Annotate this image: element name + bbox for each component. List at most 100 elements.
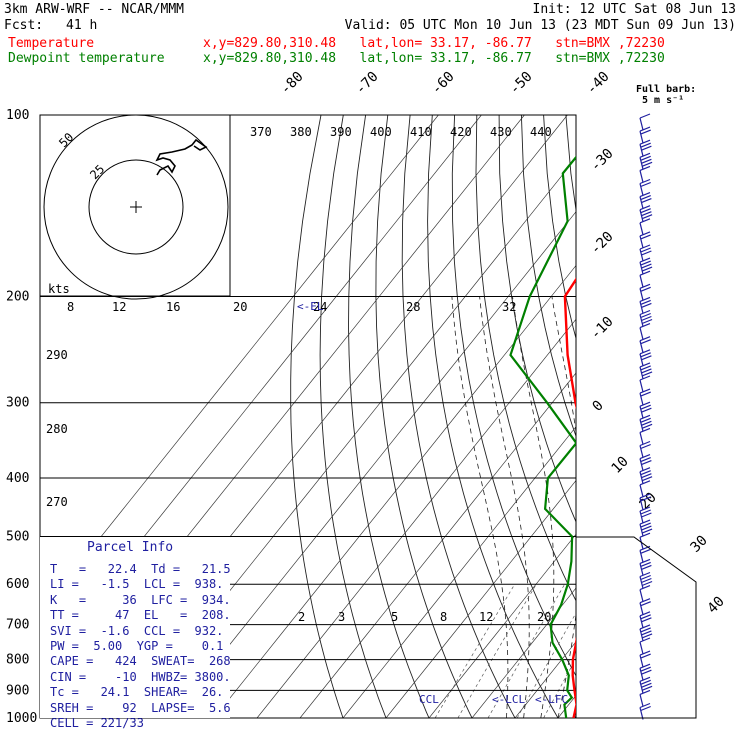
wind-barb [639,676,653,694]
temperature-legend: Temperature [8,36,95,51]
wind-barb-flag [640,457,651,463]
wind-barb-flag [640,142,651,148]
wind-barb-flag [639,165,651,171]
parcel-info-table: T = 22.4 Td = 21.5 LI = -1.5 LCL = 938. … [50,562,231,731]
forecast-label: Fcst: [4,18,44,33]
wind-barb-flag [640,666,651,672]
wind-barb-flag [640,627,651,633]
wind-barb-flag [641,528,653,534]
moist-adiabat-line [574,713,576,718]
temperature-tick-label: 30 [688,533,711,556]
isotherm-line [256,318,576,718]
wind-barb-staff [639,117,644,131]
wind-barb-flag [641,577,652,584]
wind-barb-staff [639,222,644,235]
theta-tick-label: 420 [450,125,472,139]
wind-barb-flag [639,650,651,656]
parcel-row: Tc = 24.1 SHEAR= 26. [50,685,224,700]
wind-barb-flag [641,214,653,220]
wind-barb-flag [641,198,652,204]
dry-adiabat-line [677,115,740,731]
wind-barb [639,519,653,537]
wind-barb-flag [639,454,651,460]
theta-tick-label: 380 [290,125,312,139]
wind-barb-flag [641,211,652,217]
temperature-tick-label: -70 [353,69,382,98]
wind-barb-flag [641,318,653,325]
wind-barb-flag [641,355,652,361]
wind-barb-flag [640,247,651,253]
parcel-row: CELL = 221/33 [50,716,144,731]
ccl-marker: CCL [419,693,439,706]
wind-barb-staff [639,654,644,668]
isotherm-line [471,587,576,718]
wind-barb [639,113,651,131]
wind-barb [639,624,653,642]
dry-adiabat-line [588,115,740,731]
wind-barb [639,611,652,628]
wind-barb-flag [641,473,652,479]
moist-adiabat-line [512,296,555,718]
wind-barb-flag [639,336,651,342]
wind-barb [639,152,653,170]
wind-barb-flag [641,564,652,570]
pressure-label: 300 [6,396,29,411]
wind-barb-staff [639,602,644,615]
wind-barb [639,663,652,681]
wind-barb [639,192,652,209]
wind-barb-flag [640,365,651,371]
isotherm-line [40,115,439,614]
wind-barb [639,349,652,366]
wind-barb [639,205,653,222]
wind-barb [639,139,652,157]
hodograph-scale-label: 8 [67,300,74,314]
wind-barb-flag [641,368,652,374]
wind-barb-flag [639,702,651,709]
wind-barb-staff [639,327,644,340]
moist-adiabat-line [451,296,509,718]
wind-barb [639,126,651,144]
wind-barb [639,467,653,484]
wind-barb-flag [640,234,651,240]
wind-barb-flag [641,460,652,466]
wind-barb-flag [641,161,653,167]
isotherm-line [213,264,576,718]
temperature-tick-label: -10 [588,314,617,343]
pressure-label: 100 [6,108,29,123]
temperature-tick-label: 20 [637,490,660,513]
mixing-ratio-label: 12 [479,610,493,624]
dry-adiabat-line [722,115,740,731]
wind-barb-flag [641,476,653,482]
temperature-tick-label: 40 [705,594,728,617]
isotherm-line [428,533,576,718]
wind-barb-flag [640,653,651,659]
hodograph-scale-label: 20 [233,300,247,314]
model-title: 3km ARW-WRF -- NCAR/MMM [4,2,185,17]
wind-barb-staff [639,589,644,602]
dry-adiabat-line [655,115,740,731]
wind-barb-staff [639,550,644,563]
pressure-label: 400 [6,471,29,486]
wind-barb-flag [639,676,651,682]
wind-barb-staff [639,288,644,301]
wind-barb [639,362,653,380]
wind-barb-flag [641,158,652,164]
wind-barb-flag [639,323,651,329]
wind-barb-staff [639,537,644,550]
wind-barb-flag [639,401,651,407]
wind-barb-flag [639,611,651,617]
wind-barb-flag [640,129,651,135]
hodograph-unit-label: kts [48,282,70,296]
wind-barb-flag [640,705,651,712]
temperature-tick-label: -20 [588,229,617,258]
temperature-tick-label: -60 [429,69,458,98]
wind-barb [639,414,653,432]
wind-barb-flag [641,669,652,675]
wind-barb [639,427,651,445]
forecast-hour: 41 h [66,18,98,33]
wind-barb-flag [639,637,651,643]
wind-barb-staff [639,130,644,144]
theta-e-tick-label: 280 [46,422,68,436]
wind-barb-flag [641,420,652,426]
dry-adiabat-line [565,115,576,214]
